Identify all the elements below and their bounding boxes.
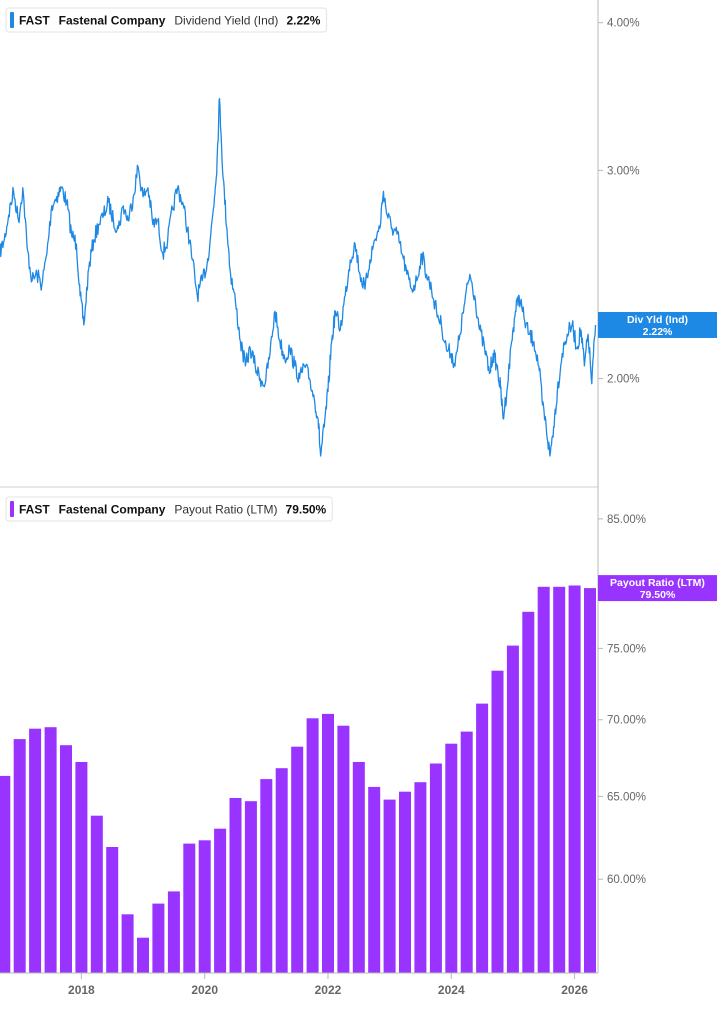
bar-payout-ratio — [553, 586, 566, 973]
bar-payout-ratio — [383, 799, 396, 973]
y-tick-label: 4.00% — [607, 18, 640, 30]
y-tick-label: 85.00% — [607, 514, 646, 526]
bar-payout-ratio — [167, 891, 180, 973]
y-tick-label: 75.00% — [607, 643, 646, 655]
bar-payout-ratio — [275, 768, 288, 973]
bar-payout-ratio — [260, 779, 273, 973]
legend-company: Fastenal Company — [59, 14, 166, 28]
y-tick-label: 2.00% — [607, 374, 640, 386]
bar-payout-ratio — [106, 847, 119, 973]
legend-company: Fastenal Company — [59, 503, 166, 517]
bar-payout-ratio — [568, 585, 581, 973]
x-tick-label: 2018 — [68, 983, 95, 997]
panel-2 — [0, 585, 596, 973]
bar-payout-ratio — [291, 746, 304, 973]
bar-payout-ratio — [306, 718, 319, 973]
bar-payout-ratio — [121, 914, 134, 973]
series-line-dividend-yield — [0, 97, 597, 457]
legend-value: 79.50% — [286, 503, 327, 517]
bar-payout-ratio — [198, 840, 211, 973]
bar-payout-ratio — [491, 670, 504, 973]
bar-payout-ratio — [322, 713, 334, 973]
bar-payout-ratio — [537, 586, 550, 973]
bar-payout-ratio — [429, 763, 442, 973]
bar-payout-ratio — [506, 645, 519, 973]
bar-payout-ratio — [445, 743, 458, 973]
bar-payout-ratio — [183, 843, 196, 973]
last-value-tag-value: 79.50% — [640, 589, 676, 601]
bar-payout-ratio — [44, 727, 57, 973]
bar-payout-ratio — [522, 611, 535, 973]
panel-1 — [0, 97, 597, 457]
legend-value: 2.22% — [286, 14, 320, 28]
legend[interactable]: FAST Fastenal Company Dividend Yield (Ind)… — [5, 7, 327, 33]
last-value-tag-label: Div Yld (Ind) — [627, 314, 688, 326]
x-tick-label: 2026 — [561, 983, 588, 997]
legend-metric: Payout Ratio (LTM) — [174, 503, 277, 517]
legend-metric: Dividend Yield (Ind) — [174, 14, 278, 28]
bar-payout-ratio — [584, 588, 596, 973]
bar-payout-ratio — [368, 786, 381, 973]
bar-payout-ratio — [0, 775, 11, 973]
last-value-tag-value: 2.22% — [643, 326, 673, 338]
bar-payout-ratio — [90, 815, 103, 973]
y-tick-label: 60.00% — [607, 874, 646, 886]
bar-payout-ratio — [13, 739, 26, 973]
bar-payout-ratio — [152, 903, 165, 973]
last-value-tag-label: Payout Ratio (LTM) — [610, 577, 705, 589]
bar-payout-ratio — [352, 762, 365, 973]
legend-ticker: FAST — [19, 14, 50, 28]
bar-payout-ratio — [137, 937, 149, 973]
bar-payout-ratio — [476, 703, 489, 973]
legend-box — [5, 7, 327, 33]
legend[interactable]: FAST Fastenal Company Payout Ratio (LTM) 79… — [5, 496, 333, 522]
y-tick-label: 65.00% — [607, 791, 646, 803]
bar-payout-ratio — [229, 798, 242, 973]
bar-payout-ratio — [75, 762, 88, 973]
legend-ticker: FAST — [19, 503, 50, 517]
bar-payout-ratio — [29, 728, 42, 973]
bar-payout-ratio — [244, 801, 257, 973]
x-tick-label: 2022 — [315, 983, 342, 997]
bar-payout-ratio — [460, 731, 473, 973]
bar-payout-ratio — [60, 745, 72, 973]
legend-color-swatch — [10, 12, 14, 28]
bar-payout-ratio — [414, 782, 427, 973]
bar-payout-ratio — [399, 791, 411, 973]
last-value-tag: Payout Ratio (LTM)79.50% — [598, 575, 717, 602]
y-tick-label: 3.00% — [607, 165, 640, 177]
bar-payout-ratio — [337, 725, 350, 973]
x-tick-label: 2024 — [438, 983, 465, 997]
legend-box — [5, 496, 333, 522]
x-tick-label: 2020 — [191, 983, 218, 997]
bar-payout-ratio — [214, 828, 227, 973]
y-tick-label: 70.00% — [607, 715, 646, 727]
legend-color-swatch — [10, 501, 14, 517]
last-value-tag: Div Yld (Ind)2.22% — [598, 311, 717, 338]
